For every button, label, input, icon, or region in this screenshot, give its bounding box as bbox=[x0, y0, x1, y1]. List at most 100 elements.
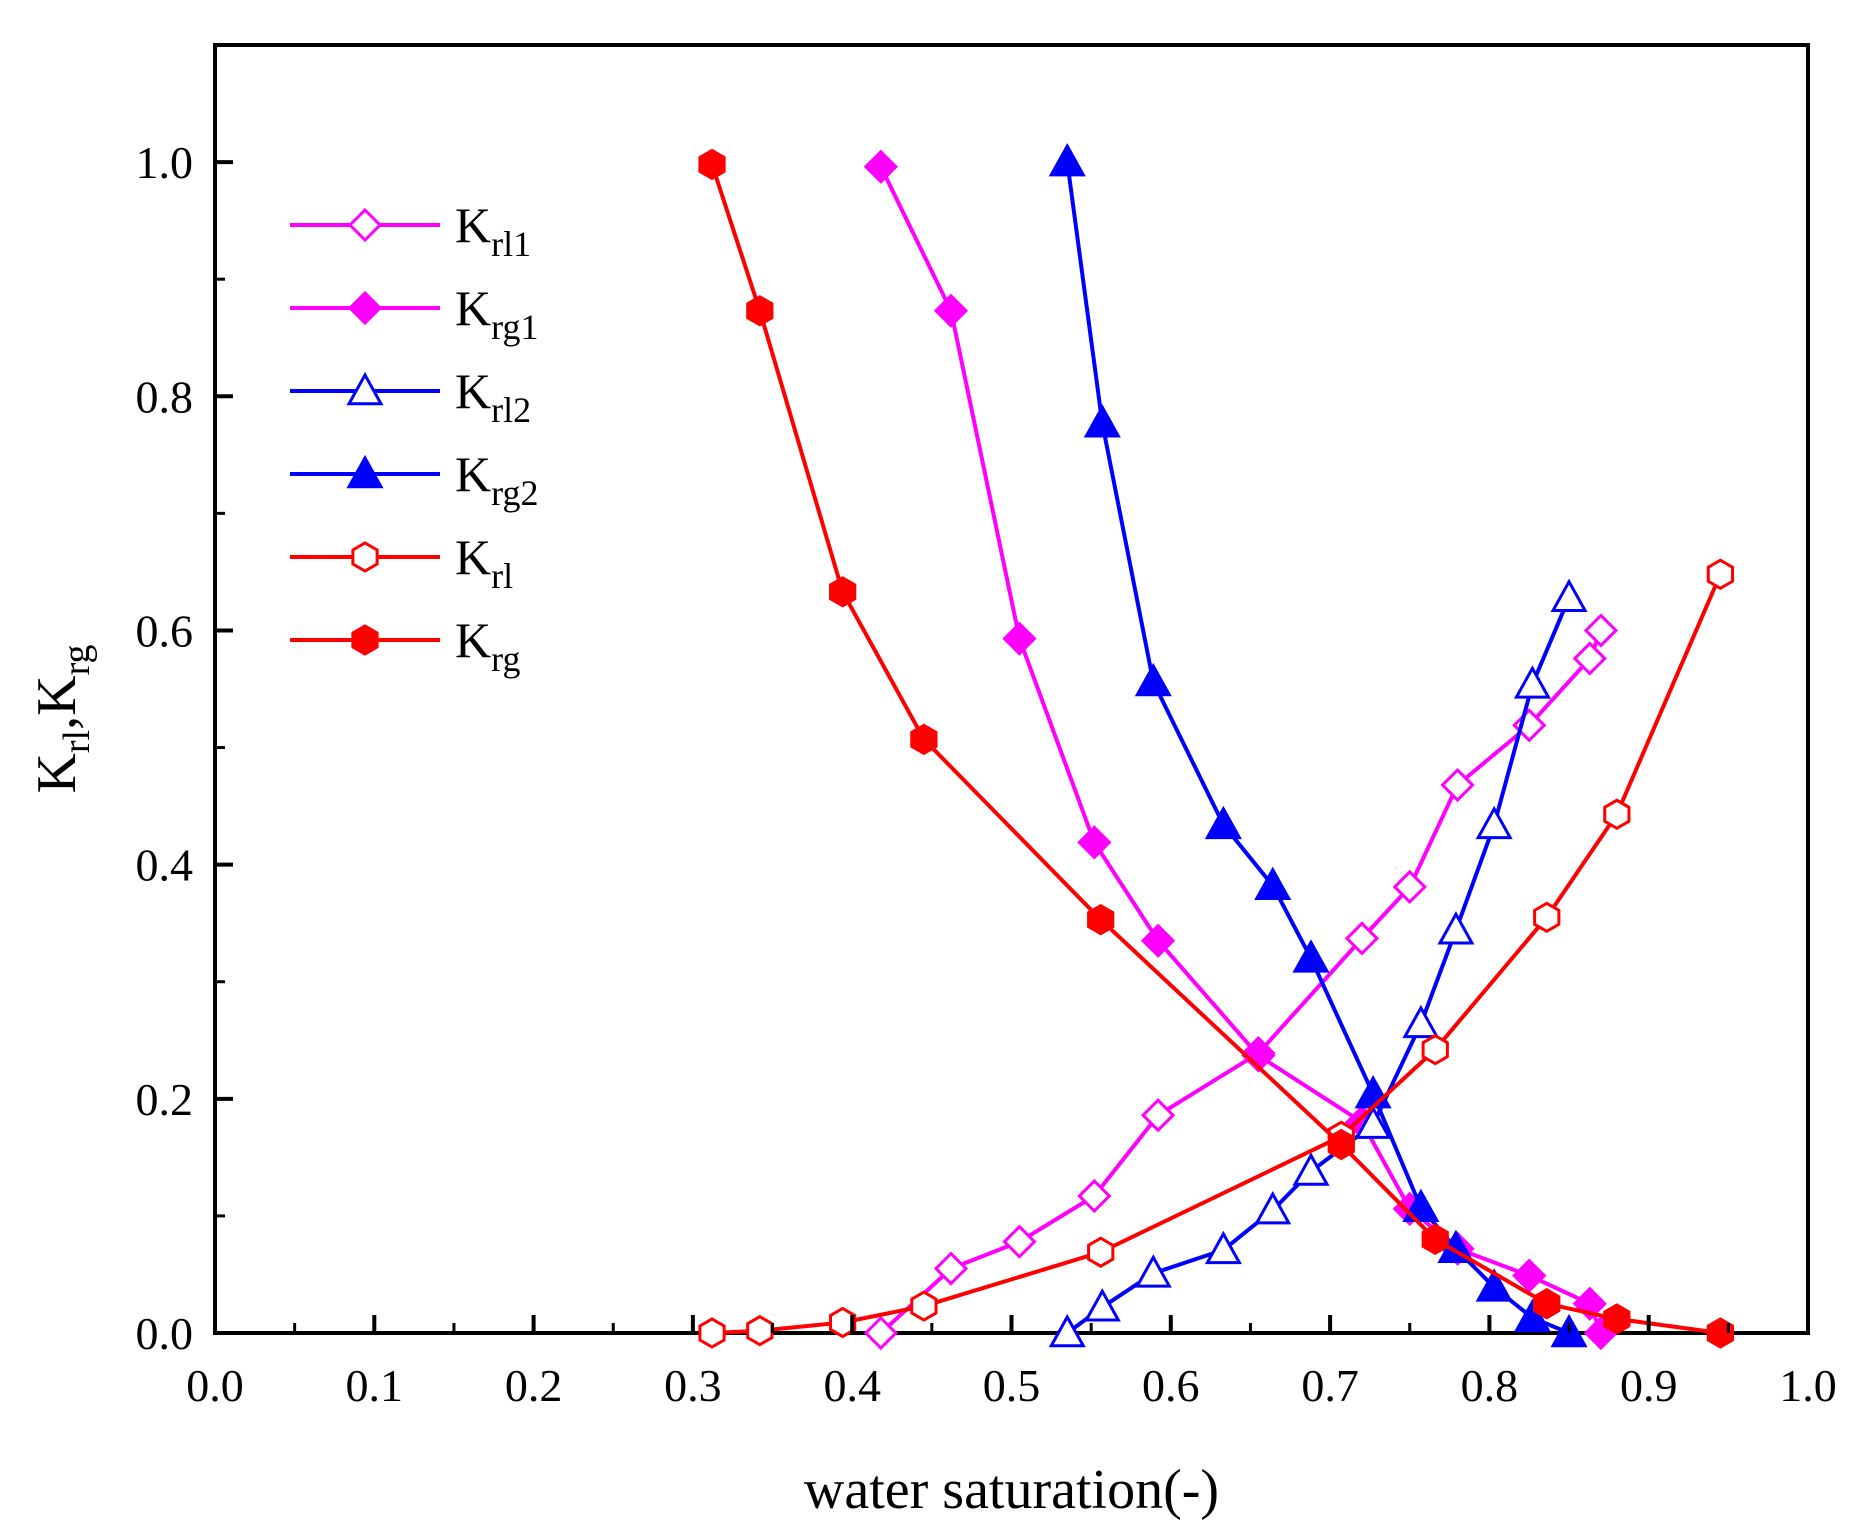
data-point-krl1 bbox=[1583, 613, 1619, 648]
data-point-krg1 bbox=[1241, 1038, 1276, 1073]
legend-item-krl2: Krl2 bbox=[290, 363, 531, 430]
legend-label: Krl1 bbox=[455, 197, 531, 264]
data-point-krl2 bbox=[1402, 1004, 1440, 1039]
data-point-krl1 bbox=[1077, 1178, 1112, 1214]
data-point-krl bbox=[1706, 558, 1735, 590]
data-point-krg2 bbox=[1402, 1188, 1440, 1223]
data-point-krg2 bbox=[1083, 404, 1121, 438]
data-point-krl bbox=[1087, 1236, 1115, 1268]
x-tick-label: 0.6 bbox=[1142, 1360, 1200, 1411]
legend-label: Krg1 bbox=[455, 280, 538, 347]
data-point-krg bbox=[1533, 1287, 1561, 1320]
x-tick-label: 0.0 bbox=[186, 1360, 244, 1411]
x-tick-label: 0.7 bbox=[1301, 1360, 1359, 1411]
data-point-krl1 bbox=[1392, 869, 1427, 905]
y-title-subscript: rl bbox=[56, 730, 98, 753]
data-point-krl bbox=[1533, 901, 1561, 934]
data-point-krg2 bbox=[1354, 1075, 1392, 1109]
data-point-krg bbox=[1706, 1317, 1735, 1349]
y-tick-label: 0.2 bbox=[136, 1074, 194, 1125]
x-axis-title: water saturation(-) bbox=[804, 1459, 1219, 1521]
legend-label: Krg2 bbox=[455, 446, 538, 513]
legend-label: Krl2 bbox=[455, 363, 531, 430]
series-krl bbox=[698, 558, 1735, 1349]
data-point-krl bbox=[829, 1306, 857, 1339]
data-point-krl bbox=[746, 1314, 774, 1347]
data-point-krl bbox=[1421, 1033, 1449, 1066]
legend: Krl1 Krg1 Krl2 Krg2 Krl Krg bbox=[290, 197, 538, 679]
data-point-krg2 bbox=[1134, 662, 1172, 697]
x-tick-label: 0.5 bbox=[983, 1360, 1041, 1411]
data-point-krg bbox=[1421, 1223, 1449, 1256]
legend-marker-krg2 bbox=[346, 454, 384, 489]
data-point-krl2 bbox=[1550, 578, 1588, 612]
data-point-krl2 bbox=[1475, 805, 1513, 840]
data-point-krg2 bbox=[1254, 866, 1292, 901]
legend-label: Krg bbox=[455, 612, 520, 679]
data-point-krg1 bbox=[1002, 621, 1037, 656]
data-point-krl2 bbox=[1083, 1288, 1121, 1322]
y-axis-title: Krl,Krg bbox=[26, 644, 98, 793]
data-point-krl1 bbox=[1140, 1098, 1176, 1133]
data-point-krg bbox=[1327, 1128, 1355, 1161]
y-title-part: K bbox=[26, 753, 88, 793]
data-point-krg bbox=[1087, 903, 1115, 936]
x-tick-label: 0.1 bbox=[346, 1360, 404, 1411]
data-point-krl bbox=[1603, 798, 1631, 831]
legend-item-krg1: Krg1 bbox=[290, 280, 538, 347]
series-layer bbox=[698, 143, 1735, 1351]
data-point-krg bbox=[1603, 1303, 1631, 1335]
data-point-krg bbox=[698, 148, 726, 181]
series-line-krl bbox=[711, 573, 1723, 1335]
x-tick-label: 0.4 bbox=[823, 1360, 881, 1411]
data-point-krl2 bbox=[1437, 911, 1475, 945]
y-title-part: ,K bbox=[26, 675, 88, 729]
legend-marker-krg bbox=[351, 624, 379, 656]
plot-area-border bbox=[213, 43, 1810, 1335]
data-point-krg1 bbox=[933, 293, 969, 328]
data-point-krg2 bbox=[1513, 1298, 1551, 1333]
data-point-krl2 bbox=[1254, 1190, 1292, 1225]
data-point-krg1 bbox=[1077, 825, 1112, 860]
legend-item-krl1: Krl1 bbox=[290, 197, 531, 264]
data-point-krl1 bbox=[1344, 921, 1380, 956]
x-tick-label: 0.8 bbox=[1461, 1360, 1519, 1411]
data-point-krl bbox=[910, 1290, 938, 1322]
data-point-krl1 bbox=[1440, 767, 1475, 803]
x-tick-label: 0.3 bbox=[664, 1360, 722, 1411]
legend-item-krg2: Krg2 bbox=[290, 446, 538, 513]
data-point-krg1 bbox=[1512, 1258, 1547, 1293]
data-point-krg2 bbox=[1204, 805, 1242, 840]
x-tick-label: 1.0 bbox=[1779, 1360, 1837, 1411]
legend-marker-krl1 bbox=[347, 207, 383, 243]
y-tick-label: 0.6 bbox=[136, 605, 194, 656]
legend-label: Krl bbox=[455, 529, 513, 596]
y-title-subscript: rg bbox=[56, 644, 98, 675]
data-point-krg bbox=[910, 723, 938, 756]
data-point-krl2 bbox=[1048, 1313, 1086, 1348]
legend-marker-krl2 bbox=[346, 371, 384, 406]
data-point-krl2 bbox=[1134, 1254, 1172, 1288]
plot-frame bbox=[213, 43, 1810, 1335]
y-tick-label: 0.0 bbox=[136, 1308, 194, 1359]
series-line-krg1 bbox=[879, 165, 1603, 1334]
data-point-krg2 bbox=[1048, 143, 1086, 177]
y-tick-label: 0.4 bbox=[136, 840, 194, 891]
data-point-krl2 bbox=[1513, 665, 1551, 699]
legend-marker-krl bbox=[351, 541, 379, 573]
x-tick-label: 0.9 bbox=[1620, 1360, 1678, 1411]
data-point-krl2 bbox=[1204, 1230, 1242, 1265]
legend-marker-krg1 bbox=[347, 290, 383, 326]
y-tick-label: 0.8 bbox=[136, 371, 194, 422]
data-point-krg bbox=[746, 295, 774, 327]
series-krg bbox=[698, 148, 1735, 1349]
data-point-krl2 bbox=[1292, 1152, 1330, 1186]
series-krg2 bbox=[1048, 143, 1588, 1348]
data-point-krl bbox=[698, 1317, 726, 1349]
data-point-krl1 bbox=[1572, 641, 1607, 676]
data-point-krg1 bbox=[1140, 923, 1176, 958]
series-line-krg2 bbox=[1065, 161, 1570, 1335]
data-point-krl1 bbox=[863, 1315, 898, 1351]
data-point-krl1 bbox=[933, 1251, 969, 1286]
